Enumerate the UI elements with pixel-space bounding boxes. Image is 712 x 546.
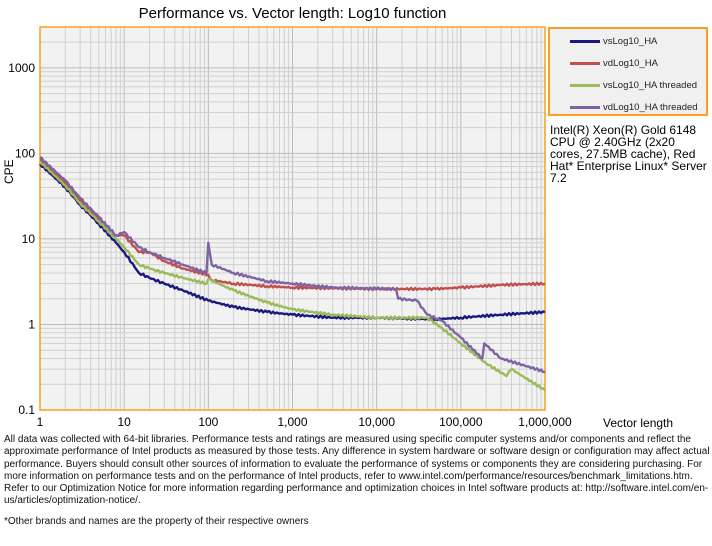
x-tick-label: 10,000 xyxy=(358,415,395,429)
series-line-vdlog10_ha-threaded xyxy=(39,156,546,374)
legend: vsLog10_HA vdLog10_HA vsLog10_HA threade… xyxy=(548,27,708,116)
x-tick-label: 100,000 xyxy=(439,415,483,429)
legend-label: vsLog10_HA xyxy=(603,36,658,47)
y-tick-label: 1000 xyxy=(8,61,35,75)
x-tick-label: 1,000 xyxy=(277,415,307,429)
x-tick-label: 10 xyxy=(117,415,131,429)
legend-item: vsLog10_HA xyxy=(570,36,657,47)
legend-label: vsLog10_HA threaded xyxy=(603,80,698,91)
x-tick-label: 1,000,000 xyxy=(518,415,572,429)
series-line-vdlog10_ha xyxy=(39,158,546,292)
y-axis-label: CPE xyxy=(2,159,16,184)
x-tick-label: 1 xyxy=(37,415,44,429)
plot-border xyxy=(39,26,546,411)
series-line-vslog10_ha-threaded xyxy=(39,161,546,392)
legend-item: vdLog10_HA threaded xyxy=(570,102,698,113)
legend-label: vdLog10_HA threaded xyxy=(603,102,698,113)
y-tick-label: 1 xyxy=(28,317,35,331)
legend-swatch xyxy=(570,106,600,109)
series-line-vslog10_ha xyxy=(39,163,546,322)
legend-swatch xyxy=(570,84,600,87)
legend-label: vdLog10_HA xyxy=(603,58,658,69)
legend-swatch xyxy=(570,62,600,65)
legend-item: vdLog10_HA xyxy=(570,58,658,69)
x-tick-label: 100 xyxy=(198,415,218,429)
legend-swatch xyxy=(570,40,600,43)
footnote: All data was collected with 64-bit libra… xyxy=(4,434,710,507)
x-axis-label: Vector length xyxy=(603,416,674,430)
y-tick-label: 0.1 xyxy=(18,403,35,417)
footnote-brands: *Other brands and names are the property… xyxy=(4,516,309,527)
cpu-note: Intel(R) Xeon(R) Gold 6148 CPU @ 2.40GHz… xyxy=(550,123,707,185)
chart-title: Performance vs. Vector length: Log10 fun… xyxy=(138,5,447,22)
y-tick-label: 10 xyxy=(22,232,36,246)
y-tick-label: 100 xyxy=(15,146,35,160)
legend-item: vsLog10_HA threaded xyxy=(570,80,697,91)
